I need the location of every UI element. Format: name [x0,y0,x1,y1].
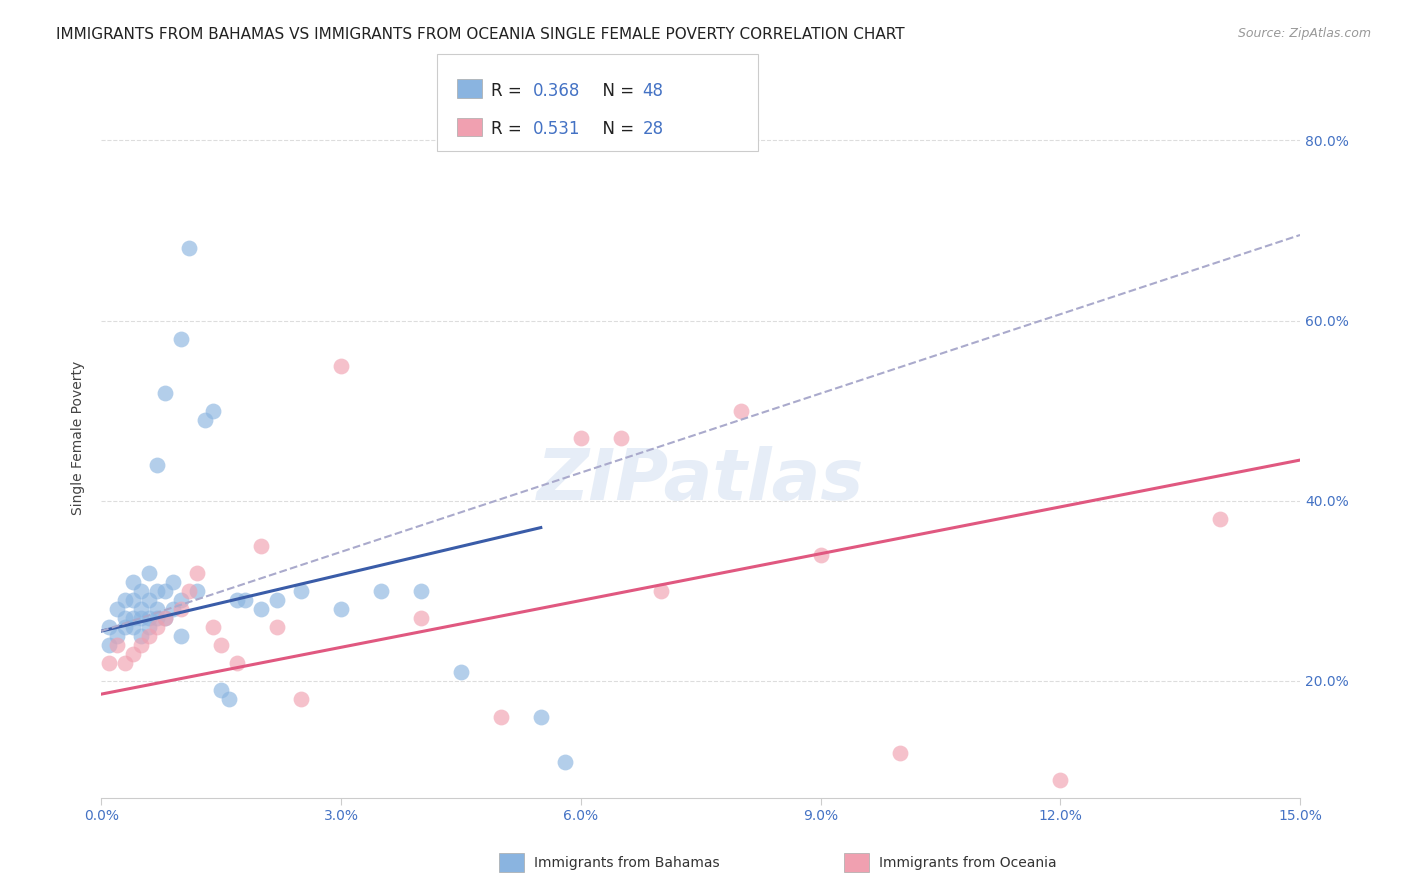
Point [290,583,312,598]
Point [233,592,256,607]
Point [122,610,145,624]
Point [554,755,576,769]
Point [194,412,217,426]
Text: N =: N = [592,120,640,138]
Point [105,629,128,643]
Point [650,583,672,598]
Text: IMMIGRANTS FROM BAHAMAS VS IMMIGRANTS FROM OCEANIA SINGLE FEMALE POVERTY CORRELA: IMMIGRANTS FROM BAHAMAS VS IMMIGRANTS FR… [56,27,905,42]
Text: R =: R = [491,82,527,100]
Point [170,332,193,346]
Point [129,601,152,615]
Point [153,385,176,400]
Text: 48: 48 [643,82,664,100]
Point [186,583,208,598]
Point [146,583,169,598]
Y-axis label: Single Female Poverty: Single Female Poverty [72,360,86,515]
Point [202,619,225,633]
Point [114,656,136,670]
Point [122,619,145,633]
Point [129,638,152,652]
Point [209,638,232,652]
Point [1049,772,1071,787]
Point [170,592,193,607]
Point [138,592,160,607]
Point [122,574,145,589]
Point [1209,511,1232,525]
Text: ZIPatlas: ZIPatlas [537,446,865,516]
Point [609,431,631,445]
Point [889,746,911,760]
Text: 0.531: 0.531 [533,120,581,138]
Point [330,359,353,373]
Point [129,629,152,643]
Point [170,629,193,643]
Point [370,583,392,598]
Point [114,610,136,624]
Point [122,647,145,661]
Text: N =: N = [592,82,640,100]
Point [409,610,432,624]
Point [122,592,145,607]
Text: Immigrants from Bahamas: Immigrants from Bahamas [534,855,720,870]
Point [266,619,288,633]
Point [114,592,136,607]
Point [105,638,128,652]
Point [530,709,553,723]
Point [250,539,273,553]
Point [129,583,152,598]
Point [266,592,288,607]
Point [170,601,193,615]
Point [153,610,176,624]
Point [179,583,201,598]
Point [409,583,432,598]
Point [330,601,353,615]
Point [290,691,312,706]
Point [98,638,121,652]
Point [146,619,169,633]
Point [202,403,225,417]
Point [186,566,208,580]
Point [569,431,592,445]
Point [162,601,184,615]
Point [810,548,832,562]
Point [146,458,169,472]
Text: R =: R = [491,120,527,138]
Point [105,601,128,615]
Point [489,709,512,723]
Point [209,682,232,697]
Point [138,629,160,643]
Point [153,583,176,598]
Point [226,656,249,670]
Text: Source: ZipAtlas.com: Source: ZipAtlas.com [1237,27,1371,40]
Point [98,656,121,670]
Point [153,610,176,624]
Point [162,574,184,589]
Point [146,610,169,624]
Point [218,691,240,706]
Text: 0.368: 0.368 [533,82,581,100]
Text: Immigrants from Oceania: Immigrants from Oceania [879,855,1056,870]
Point [730,403,752,417]
Point [98,619,121,633]
Point [138,619,160,633]
Point [138,566,160,580]
Point [450,665,472,679]
Point [179,242,201,256]
Point [138,610,160,624]
Point [114,619,136,633]
Point [250,601,273,615]
Point [129,610,152,624]
Text: 28: 28 [643,120,664,138]
Point [226,592,249,607]
Point [146,601,169,615]
